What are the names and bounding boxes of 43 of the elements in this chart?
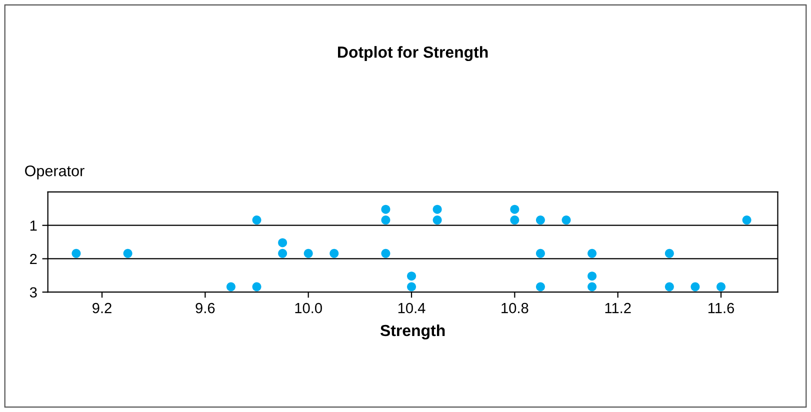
point xyxy=(226,282,236,292)
x-tick-label: 10.4 xyxy=(398,302,426,314)
point xyxy=(407,282,416,292)
point xyxy=(536,282,545,292)
point xyxy=(278,248,288,258)
x-tick-label: 9.6 xyxy=(196,302,215,314)
point xyxy=(536,216,545,225)
point xyxy=(304,248,313,258)
point xyxy=(381,248,390,258)
x-tick-label: 10.8 xyxy=(502,302,528,314)
point xyxy=(278,238,288,248)
x-axis-title: Strength xyxy=(380,324,445,340)
point xyxy=(588,272,597,281)
point xyxy=(562,216,571,225)
y-tick-label: 2 xyxy=(30,254,37,264)
point xyxy=(72,248,81,258)
point xyxy=(536,248,545,258)
point xyxy=(432,216,442,225)
point xyxy=(252,282,262,292)
point xyxy=(510,216,520,225)
y-tick-label: 3 xyxy=(30,287,37,298)
point xyxy=(690,282,700,292)
point xyxy=(510,204,520,214)
x-tick-label: 11.6 xyxy=(708,302,734,314)
x-tick-label: 9.2 xyxy=(92,302,112,314)
point xyxy=(588,282,597,292)
point xyxy=(432,204,442,214)
y-axis-title: Operator xyxy=(25,166,84,180)
x-tick-label: 11.2 xyxy=(605,302,631,314)
point xyxy=(381,204,390,214)
point xyxy=(407,272,416,281)
point xyxy=(664,248,674,258)
point xyxy=(742,216,752,225)
point xyxy=(330,248,339,258)
chart-title: Dotplot for Strength xyxy=(338,46,488,62)
point xyxy=(716,282,726,292)
point xyxy=(123,248,132,258)
point xyxy=(664,282,674,292)
point xyxy=(588,248,597,258)
y-tick-label: 1 xyxy=(30,220,37,231)
point xyxy=(252,216,262,225)
point xyxy=(381,216,390,225)
x-tick-label: 10.0 xyxy=(295,302,322,314)
